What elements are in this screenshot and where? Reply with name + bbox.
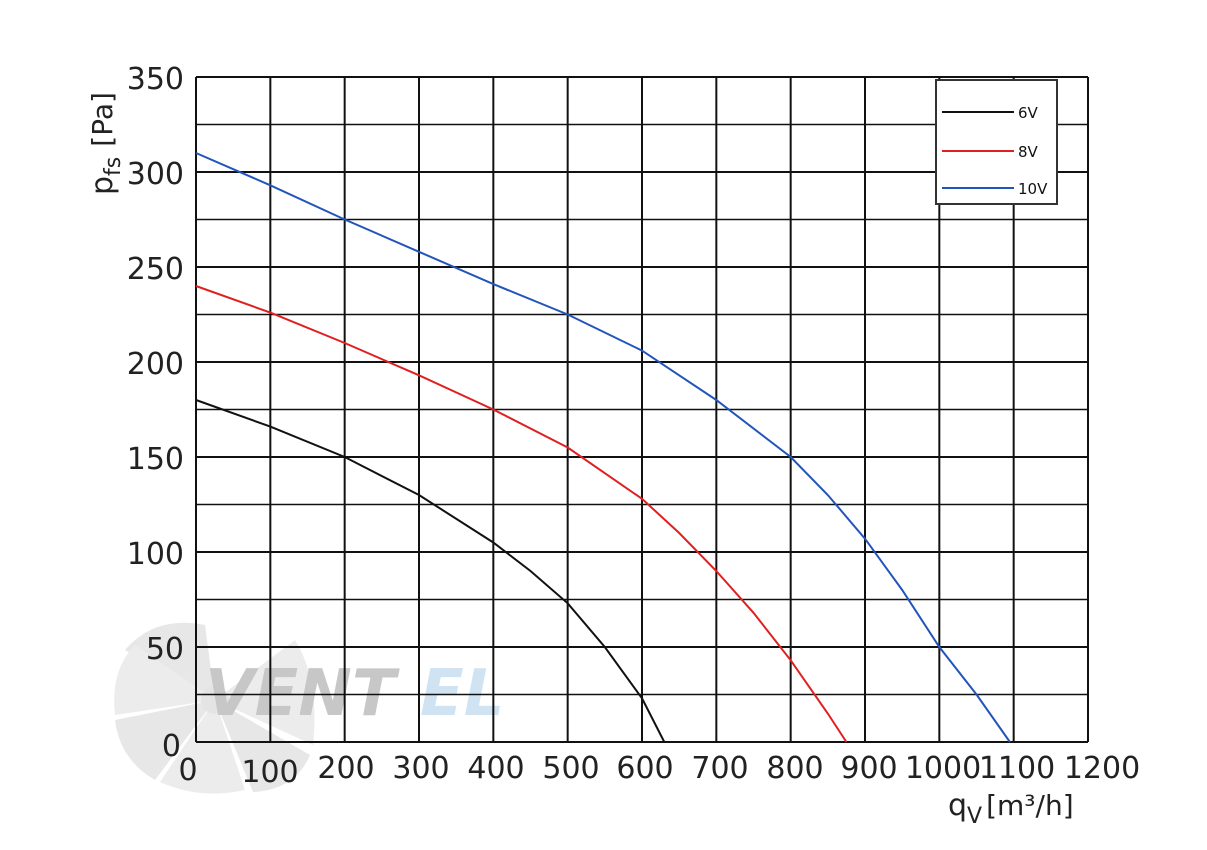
fan-icon [114, 622, 315, 794]
series-line-6v [195, 399, 666, 743]
x-tick-label: 300 [392, 751, 449, 786]
series-line-10v [195, 152, 1011, 743]
y-tick-labels: 0 50 100 150 200 250 300 350 [127, 62, 184, 764]
legend-label-10v: 10V [1018, 180, 1048, 198]
y-axis-label: pfs[Pa] [85, 92, 126, 195]
x-tick-label: 100 [241, 755, 298, 790]
x-tick-label: 800 [766, 751, 823, 786]
y-tick-label: 150 [127, 442, 184, 477]
x-tick-label: 1000 [905, 751, 981, 786]
x-tick-label: 200 [317, 751, 374, 786]
x-tick-label: 1100 [979, 751, 1055, 786]
y-tick-label: 100 [127, 537, 184, 572]
y-tick-label: 0 [162, 729, 181, 764]
y-tick-label: 50 [146, 632, 184, 667]
x-tick-label: 600 [616, 751, 673, 786]
x-axis-label: qV [m³/h] [948, 788, 1074, 829]
legend-label-8v: 8V [1018, 143, 1039, 161]
chart-series [195, 152, 1011, 743]
legend-label-6v: 6V [1018, 104, 1039, 122]
x-tick-label: 900 [840, 751, 897, 786]
x-tick-label: 0 [178, 753, 197, 788]
y-tick-label: 200 [127, 347, 184, 382]
y-tick-label: 300 [127, 157, 184, 192]
x-tick-label: 1200 [1064, 751, 1140, 786]
y-tick-label: 250 [127, 252, 184, 287]
x-tick-label: 700 [691, 751, 748, 786]
chart-legend: 6V 8V 10V [935, 79, 1058, 205]
x-tick-label: 400 [467, 751, 524, 786]
x-tick-label: 500 [542, 751, 599, 786]
y-tick-label: 350 [127, 62, 184, 97]
series-line-8v [195, 285, 848, 743]
legend-box [935, 79, 1058, 205]
